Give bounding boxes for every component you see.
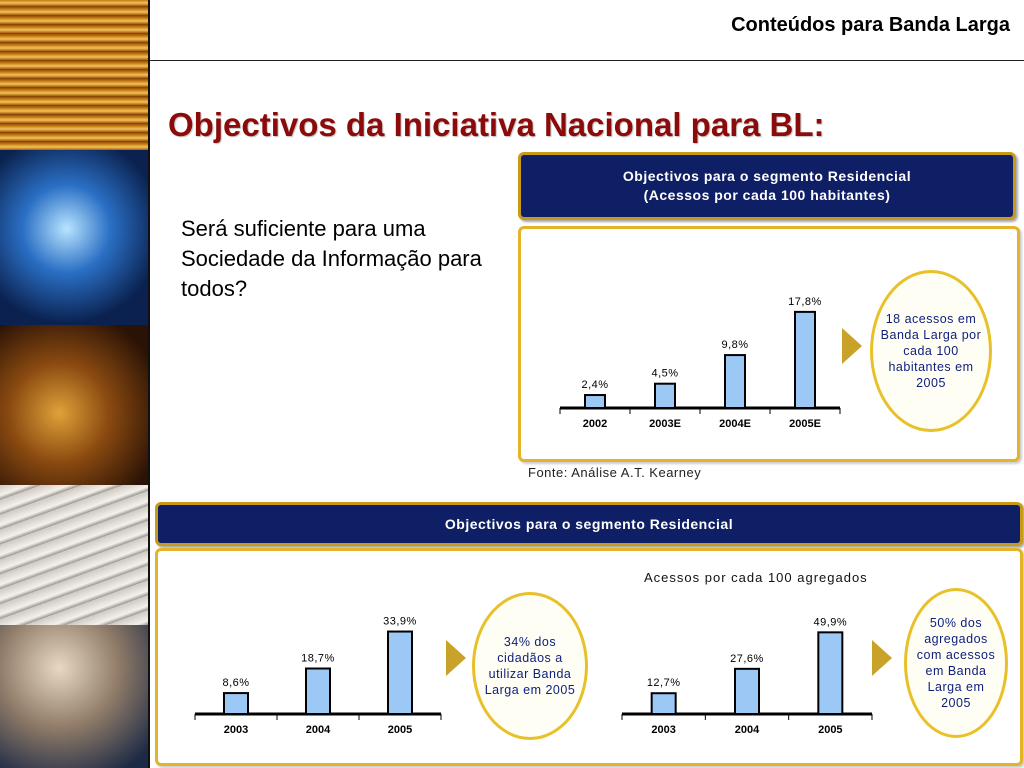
- source-note: Fonte: Análise A.T. Kearney: [528, 465, 702, 480]
- bar-2003: [650, 692, 677, 716]
- category-label: 2002: [583, 418, 607, 430]
- bar-2004: [734, 667, 760, 715]
- category-label: 2003: [224, 724, 248, 736]
- value-label: 17,8%: [788, 296, 822, 308]
- bar-2005: [387, 630, 413, 715]
- circuit-photo: [0, 0, 148, 150]
- eye-photo: [0, 625, 148, 768]
- top-goal-ellipse: 18 acessos em Banda Larga por cada 100 h…: [870, 270, 992, 432]
- value-label: 2,4%: [581, 379, 608, 391]
- bar-2003E: [654, 382, 676, 409]
- category-label: 2005E: [789, 418, 821, 430]
- category-label: 2004: [306, 724, 331, 736]
- value-label: 49,9%: [813, 616, 847, 628]
- bottom-left-bar-chart: 8,6% 2003 18,7% 2004 33,9% 2005: [194, 616, 442, 736]
- top-banner-line1: Objectivos para o segmento Residencial: [622, 168, 912, 184]
- bar-2005E: [794, 310, 816, 410]
- keyboard-photo: [0, 485, 148, 625]
- category-label: 2005: [818, 724, 842, 736]
- bottom-right-chart-title: Acessos por cada 100 agregados: [644, 570, 868, 585]
- bottom-left-goal-ellipse: 34% dos cidadãos a utilizar Banda Larga …: [472, 592, 588, 740]
- slide-title: Objectivos da Iniciativa Nacional para B…: [168, 106, 825, 143]
- top-bar-chart: 2,4% 2002 4,5% 2003E 9,8% 2004E 17,8% 2005E: [559, 296, 841, 430]
- bar-2004: [305, 667, 331, 715]
- category-label: 2005: [388, 724, 412, 736]
- header-divider: [150, 60, 1024, 61]
- category-label: 2003E: [649, 418, 681, 430]
- top-goal-arrow: [842, 328, 862, 364]
- decorative-photo-strip: [0, 0, 150, 768]
- value-label: 18,7%: [301, 653, 335, 665]
- value-label: 33,9%: [383, 616, 417, 628]
- value-label: 27,6%: [730, 653, 764, 665]
- value-label: 4,5%: [651, 368, 678, 380]
- lock-photo: [0, 325, 148, 485]
- value-label: 12,7%: [647, 677, 681, 689]
- question-text: Será suficiente para uma Sociedade da In…: [181, 216, 482, 301]
- bar-2005: [817, 631, 844, 716]
- bottom-banner: Objectivos para o segmento Residencial: [155, 502, 1023, 546]
- bar-2004E: [724, 354, 746, 409]
- monitor-photo: [0, 150, 148, 325]
- header-title: Conteúdos para Banda Larga: [731, 14, 1010, 36]
- category-label: 2004: [735, 724, 760, 736]
- bar-2003: [223, 692, 249, 715]
- bar-2002: [584, 394, 606, 410]
- category-label: 2003: [651, 724, 675, 736]
- bottom-right-bar-chart: 12,7% 2003 27,6% 2004 49,9% 2005: [621, 616, 873, 736]
- category-label: 2004E: [719, 418, 751, 430]
- bottom-right-goal-ellipse: 50% dos agregados com acessos em Banda L…: [904, 588, 1008, 738]
- top-banner-line2: (Acessos por cada 100 habitantes): [643, 187, 891, 203]
- bottom-right-goal-arrow: [872, 640, 892, 676]
- bottom-left-goal-arrow: [446, 640, 466, 676]
- top-banner: Objectivos para o segmento Residencial (…: [518, 152, 1016, 220]
- value-label: 9,8%: [721, 339, 748, 351]
- value-label: 8,6%: [222, 677, 249, 689]
